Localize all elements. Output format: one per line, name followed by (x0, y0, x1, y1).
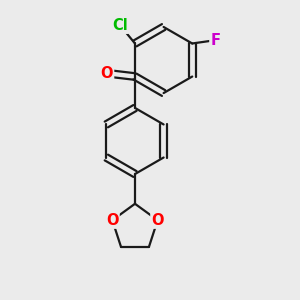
Text: O: O (100, 66, 113, 81)
Text: F: F (210, 33, 220, 48)
Text: Cl: Cl (112, 18, 128, 33)
Text: O: O (152, 213, 164, 228)
Text: O: O (106, 213, 118, 228)
